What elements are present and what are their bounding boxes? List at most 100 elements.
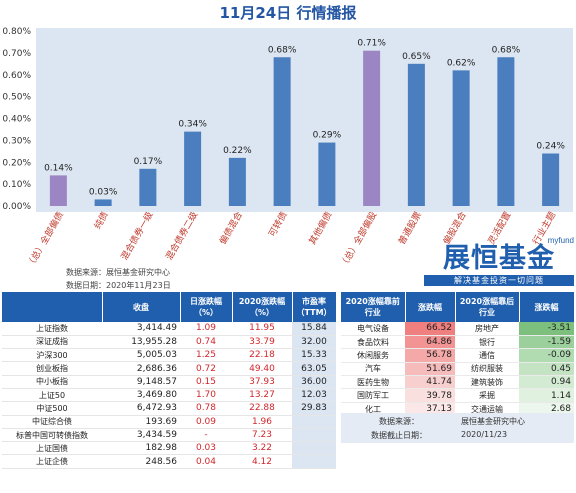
pe-ratio (292, 415, 336, 429)
y-tick-label: 0.10% (2, 180, 31, 190)
index-name: 中证500 (2, 401, 102, 416)
close-value: 193.69 (102, 415, 180, 429)
y-tick-label: 0.70% (2, 49, 31, 59)
daily-change: 0.15 (180, 375, 232, 389)
sector-table-header: 2020涨幅靠前 行业 涨跌幅 2020涨幅靠后 行业 涨跌幅 (341, 292, 575, 322)
pe-ratio: 29.83 (292, 401, 336, 416)
table-row: 上证企债 248.56 0.04 4.12 (2, 454, 336, 469)
logo-wordmark: 展恒基金 (443, 243, 555, 274)
table-row: 医药生物 41.74 建筑装饰 0.94 (341, 375, 574, 390)
close-value: 6,472.93 (102, 401, 180, 416)
close-value: 9,148.57 (102, 375, 180, 389)
y-tick-label: 0.50% (2, 93, 31, 103)
data-label: 0.68% (268, 45, 297, 55)
ytd-change: 7.23 (232, 428, 292, 443)
ytd-change: 22.88 (232, 401, 292, 416)
top-sector-name: 食品饮料 (341, 335, 405, 350)
close-value: 182.98 (102, 441, 180, 456)
bottom-sector-change: -1.59 (519, 335, 574, 350)
daily-change: 1.25 (180, 348, 232, 363)
x-tick-label: （总）全部偏债 (24, 210, 66, 271)
data-label: 0.62% (447, 58, 476, 68)
market-col-header: 日涨跌幅 （%） (180, 292, 233, 322)
top-sector-name: 医药生物 (341, 375, 405, 390)
table-row: 食品饮料 64.86 银行 -1.59 (341, 335, 574, 350)
top-sector-name: 国防军工 (341, 388, 405, 403)
sector-col-header: 涨跌幅 (405, 292, 456, 322)
sector-col-header: 2020涨幅靠后 行业 (455, 292, 520, 322)
y-tick-label: 0.20% (2, 158, 31, 168)
x-tick-label: 可转债 (266, 210, 290, 239)
bar (94, 199, 112, 206)
sector-col-header: 2020涨幅靠前 行业 (341, 292, 406, 322)
ytd-change: 1.96 (232, 415, 292, 429)
bottom-sector-change: 0.94 (519, 375, 574, 390)
ytd-change: 4.12 (232, 454, 292, 469)
sector-col-header: 涨跌幅 (519, 292, 575, 322)
bar (184, 131, 202, 206)
close-value: 3,434.59 (102, 428, 180, 443)
table-row: 中证综合债 193.69 0.09 1.96 (2, 415, 336, 429)
bar (273, 57, 291, 206)
x-tick-label: 普通股票 (396, 210, 424, 247)
bar (452, 70, 470, 206)
bar (542, 153, 560, 206)
brand-logo: myfund 展恒基金 解决基金投资一切问题 (424, 236, 574, 286)
table-row: 国防军工 39.78 采掘 1.14 (341, 388, 574, 403)
bottom-sector-name: 建筑装饰 (455, 375, 519, 390)
y-tick-label: 0.00% (2, 202, 31, 212)
index-name: 标普中国可转债指数 (2, 428, 102, 443)
y-tick-label: 0.30% (2, 136, 31, 146)
daily-change: 0.78 (180, 401, 232, 416)
ytd-change: 49.40 (232, 361, 292, 376)
daily-change: 1.09 (180, 322, 232, 336)
top-sector-change: 64.86 (405, 335, 455, 350)
data-label: 0.68% (492, 45, 521, 55)
sector-date-label: 数据截止日期： (371, 431, 427, 440)
table-row: 创业板指 2,686.36 0.72 49.40 63.05 (2, 361, 336, 376)
data-label: 0.24% (536, 142, 565, 152)
logo-superscript: myfund (547, 236, 574, 245)
x-tick-label: 偏债混合 (217, 210, 245, 247)
chart-date: 数据日期：2020年11月23日 (66, 281, 171, 290)
pe-ratio: 15.84 (292, 322, 336, 336)
logo-tagline: 解决基金投资一切问题 (424, 275, 574, 286)
pe-ratio (292, 454, 336, 469)
bottom-sector-change: -3.51 (519, 322, 574, 336)
top-sector-change: 41.74 (405, 375, 455, 390)
bottom-sector-name: 采掘 (455, 388, 519, 403)
bottom-sector-change: 1.14 (519, 388, 574, 403)
index-name: 创业板指 (2, 361, 102, 376)
pe-ratio: 63.05 (292, 361, 336, 376)
x-tick-label: （总）全部偏股 (337, 210, 379, 271)
table-row: 汽车 51.69 纺织服装 0.45 (341, 362, 574, 377)
y-tick-label: 0.80% (2, 27, 31, 37)
sector-source-note: 数据来源： 展恒基金研究中心 数据截止日期： 2020/11/23 (341, 413, 574, 443)
sector-source-label: 数据来源： (379, 417, 419, 426)
bar (363, 50, 381, 206)
pe-ratio (292, 428, 336, 443)
index-name: 深证成指 (2, 335, 102, 350)
market-col-header: 收盘 (102, 292, 181, 322)
data-label: 0.03% (89, 187, 118, 197)
sector-performance-table: 2020涨幅靠前 行业 涨跌幅 2020涨幅靠后 行业 涨跌幅 电气设备 66.52 房地产 -… (341, 292, 575, 417)
daily-change: 0.04 (180, 454, 232, 469)
table-row: 深证成指 13,955.28 0.74 33.79 32.00 (2, 335, 336, 350)
daily-change: 0.72 (180, 361, 232, 376)
index-name: 上证指数 (2, 322, 102, 336)
data-label: 0.29% (313, 131, 342, 141)
ytd-change: 3.22 (232, 441, 292, 456)
market-col-header (2, 292, 103, 322)
bar (407, 63, 425, 206)
bottom-sector-name: 银行 (455, 335, 519, 350)
ytd-change: 13.27 (232, 388, 292, 403)
table-row: 标普中国可转债指数 3,434.59-7.23 (2, 428, 336, 443)
close-value: 2,686.36 (102, 361, 180, 376)
bottom-sector-change: -0.09 (519, 348, 574, 363)
table-row: 休闲服务 56.78 通信 -0.09 (341, 348, 574, 363)
top-sector-name: 电气设备 (341, 322, 405, 336)
close-value: 248.56 (102, 454, 180, 469)
y-tick-label: 0.40% (2, 115, 31, 125)
top-sector-name: 汽车 (341, 362, 405, 377)
data-label: 0.14% (44, 163, 73, 173)
